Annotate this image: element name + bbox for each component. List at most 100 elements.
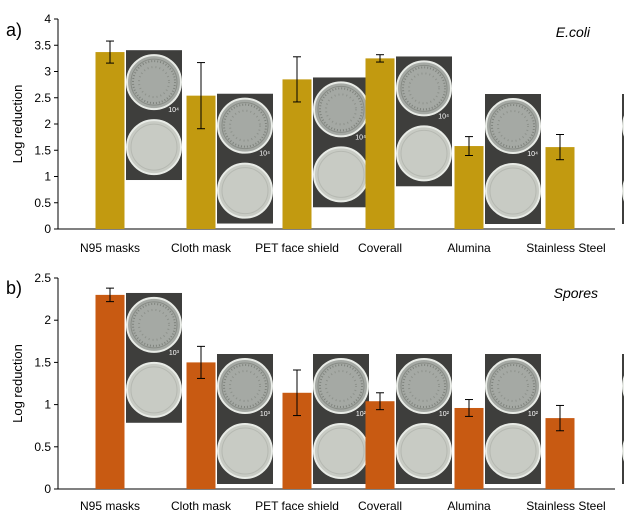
petri-dish-control-colonies-inner <box>325 93 357 126</box>
panel-label: a) <box>6 20 22 40</box>
inset-background <box>622 354 624 484</box>
petri-dish-control-rim <box>489 362 537 410</box>
petri-inset: 10³ <box>126 292 182 423</box>
bar <box>282 79 312 229</box>
petri-inset: 10⁴ <box>126 50 182 181</box>
x-category-label: PET face shield <box>255 241 339 255</box>
petri-dish-control-rim <box>317 362 365 410</box>
petri-inset: 10⁴ <box>313 77 369 208</box>
petri-dish-control <box>313 81 369 138</box>
petri-dish-control-rim <box>130 58 178 106</box>
petri-dish-treated <box>126 119 182 176</box>
petri-dish-treated <box>217 423 273 479</box>
petri-dish-treated-rim <box>130 123 178 171</box>
dilution-label: 10⁴ <box>259 151 270 158</box>
petri-dish-control-colonies-inner <box>229 370 261 402</box>
petri-dish-control-rim <box>221 362 269 410</box>
dilution-label: 10⁴ <box>168 107 179 114</box>
petri-inset: 10⁴ <box>217 93 273 224</box>
y-tick-label: 0.5 <box>34 196 51 210</box>
petri-dish-control-colonies <box>491 104 535 148</box>
petri-dish-treated-rim <box>400 129 448 177</box>
petri-dish-control-rim <box>489 102 537 150</box>
y-axis-label: Log reduction <box>10 85 25 164</box>
petri-dish-control-rim <box>400 64 448 112</box>
y-tick-label: 4 <box>44 12 51 26</box>
y-tick-label: 1 <box>44 398 51 412</box>
petri-dish-control-colonies-inner <box>138 308 170 341</box>
x-category-label: Stainless Steel <box>526 499 605 513</box>
bar <box>186 362 216 489</box>
petri-dish-control-colonies-inner <box>497 110 529 142</box>
x-category-label: N95 masks <box>80 241 140 255</box>
petri-inset: 10³ <box>217 354 273 484</box>
petri-dish-control <box>126 54 182 111</box>
petri-dish-control-colonies <box>132 302 176 347</box>
y-tick-label: 0 <box>44 222 51 236</box>
petri-dish-treated <box>485 423 541 479</box>
y-tick-label: 0.5 <box>34 440 51 454</box>
petri-dish-control-colonies-inner <box>138 66 170 99</box>
petri-inset: 10² <box>313 354 369 484</box>
dilution-label: 10³ <box>169 350 180 357</box>
panel-a-ecoli: 0 0.5 1 1.5 2 2.5 3 3.5 4 Log reduction a) E.coli 10… <box>6 12 624 255</box>
petri-dish-control-colonies-inner <box>229 109 261 142</box>
petri-dish-control-colonies-inner <box>497 370 529 402</box>
bar <box>545 147 575 229</box>
bar <box>95 52 125 230</box>
y-tick-label: 2.5 <box>34 91 51 105</box>
organism-label: E.coli <box>556 24 591 40</box>
x-category-label: Coverall <box>358 241 402 255</box>
petri-dish-treated-rim <box>317 427 365 475</box>
y-tick-label: 1.5 <box>34 143 51 157</box>
petri-dish-control-colonies <box>132 60 176 105</box>
y-tick-label: 2.5 <box>34 271 51 285</box>
petri-dish-treated <box>313 423 369 479</box>
petri-dish-control <box>313 358 369 414</box>
x-category-label: Stainless Steel <box>526 241 605 255</box>
petri-dish-control <box>126 296 182 353</box>
petri-dish-control-colonies <box>223 364 267 408</box>
organism-label: Spores <box>554 285 598 301</box>
petri-dish-treated-rim <box>489 167 537 215</box>
dilution-label: 10² <box>528 411 539 418</box>
petri-dish-control <box>396 358 452 414</box>
petri-dish-treated <box>396 423 452 479</box>
bar <box>365 58 395 229</box>
petri-dish-treated-rim <box>400 427 448 475</box>
y-tick-label: 2 <box>44 117 51 131</box>
petri-dish-control-rim <box>317 85 365 133</box>
bar <box>454 146 484 229</box>
y-tick-label: 2 <box>44 313 51 327</box>
petri-dish-control-colonies-inner <box>325 370 357 402</box>
x-category-label: Cloth mask <box>171 241 232 255</box>
petri-inset: 10² <box>485 354 541 484</box>
y-tick-label: 3 <box>44 65 51 79</box>
dilution-label: 10⁴ <box>527 151 538 158</box>
petri-dish-control-colonies <box>402 66 446 111</box>
petri-dish-control-colonies <box>402 364 446 408</box>
petri-dish-treated-rim <box>489 427 537 475</box>
bar <box>365 401 395 489</box>
bar <box>95 294 125 489</box>
petri-dish-treated <box>485 163 541 219</box>
y-tick-label: 3.5 <box>34 38 51 52</box>
petri-dish-control <box>217 358 273 414</box>
petri-dish-treated-rim <box>130 366 178 414</box>
petri-dish-control-rim <box>221 102 269 150</box>
petri-dish-control <box>396 60 452 117</box>
petri-inset: 10² <box>396 354 452 484</box>
petri-dish-control-colonies <box>319 364 363 408</box>
panel-label: b) <box>6 278 22 298</box>
x-category-label: Alumina <box>447 241 491 255</box>
petri-dish-control-colonies <box>223 103 267 148</box>
y-tick-label: 0 <box>44 482 51 496</box>
petri-dish-treated-rim <box>221 427 269 475</box>
petri-dish-control-colonies <box>491 364 535 408</box>
petri-dish-treated <box>396 125 452 182</box>
petri-dish-control-rim <box>130 301 178 349</box>
panel-b-spores: 0 0.5 1 1.5 2 2.5 Log reduction b) Spores 10³ N95 … <box>6 271 624 513</box>
bar <box>454 407 484 489</box>
petri-dish-control-colonies-inner <box>408 370 440 402</box>
